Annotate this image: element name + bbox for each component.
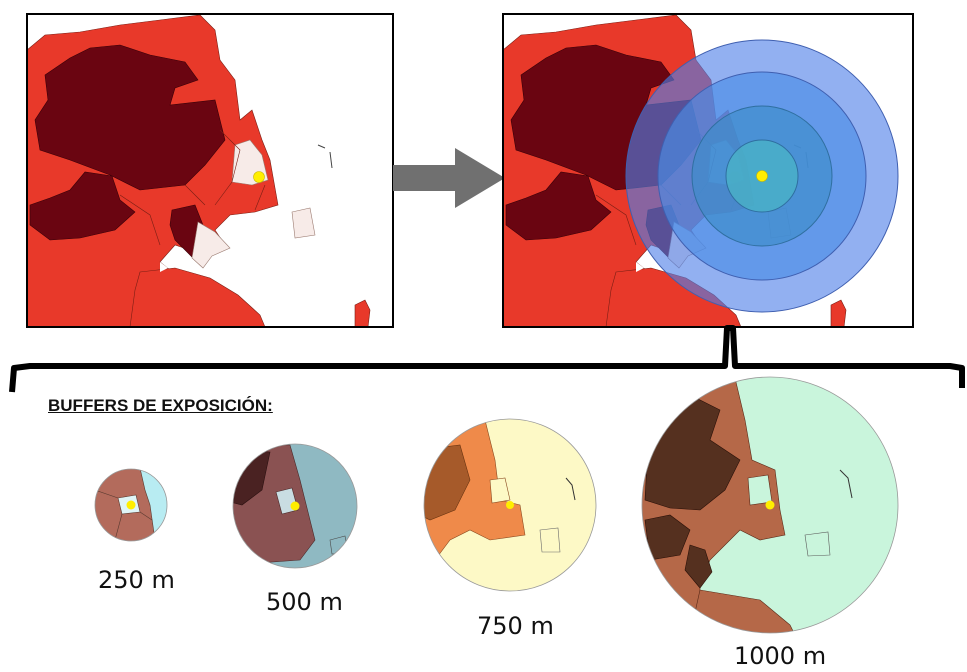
buffer-1000m-label: 1000 m xyxy=(734,642,827,670)
right-arrow-icon xyxy=(393,148,505,208)
base-map-polygons xyxy=(27,14,371,327)
buffer-1000m-circle xyxy=(641,376,899,634)
buffer-map-frame xyxy=(502,13,914,328)
buffer-250m-label: 250 m xyxy=(98,566,175,594)
buffer-250m-circle xyxy=(94,468,168,542)
bracket-connector xyxy=(9,325,965,393)
buffer-750m-circle xyxy=(423,418,597,592)
buffer-750m-label: 750 m xyxy=(477,612,554,640)
base-map-panel xyxy=(26,13,394,328)
buffer-500m-circle xyxy=(232,443,358,569)
buffers-title: BUFFERS DE EXPOSICIÓN: xyxy=(48,396,273,415)
buffer-500m-label: 500 m xyxy=(266,588,343,616)
buffer-map-panel xyxy=(502,13,914,328)
exposure-point xyxy=(756,170,768,182)
